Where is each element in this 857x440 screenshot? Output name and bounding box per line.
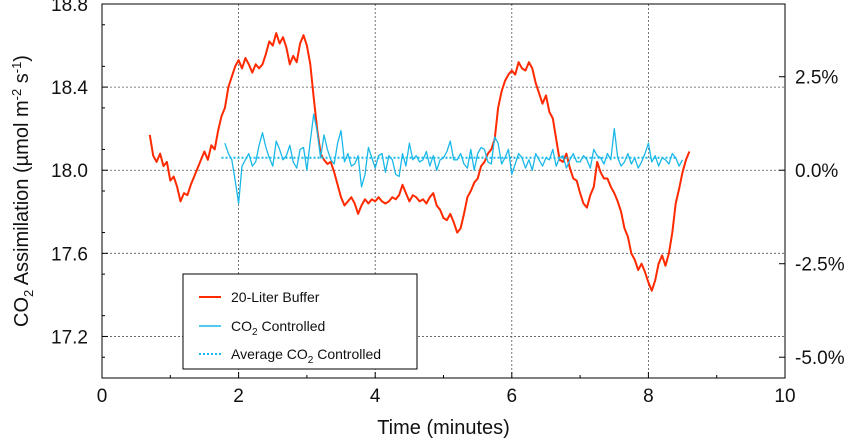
x-tick-label: 6	[507, 386, 518, 407]
x-axis-title: Time (minutes)	[377, 417, 510, 439]
x-tick-label: 4	[370, 386, 381, 407]
x-tick-label: 0	[97, 386, 108, 407]
x-tick-label: 10	[774, 386, 795, 407]
y2-tick-label: -5.0%	[795, 348, 845, 369]
legend: 20-Liter Buffer CO2 Controlled Average C…	[182, 273, 418, 370]
series-line-buffer	[148, 32, 691, 292]
legend-label-buffer: 20-Liter Buffer	[231, 289, 320, 305]
y2-tick-label: -2.5%	[795, 255, 845, 276]
y-tick-label: 18.0	[51, 161, 88, 182]
legend-box	[182, 273, 418, 370]
y-tick-label: 18.8	[51, 0, 88, 16]
y2-tick-label: 0.0%	[795, 161, 838, 182]
legend-label-average-co2-controlled: Average CO2 Controlled	[231, 346, 381, 366]
y-axis-title: CO2 Assimilation (µmol m-2 s-1)	[9, 55, 36, 327]
y2-tick-label: 2.5%	[795, 68, 838, 89]
plot-area	[148, 32, 691, 292]
x-tick-label: 2	[233, 386, 244, 407]
x-tick-label: 8	[643, 386, 654, 407]
y-tick-label: 17.2	[51, 327, 88, 348]
axes: 024681017.217.618.018.418.85.0%2.5%0.0%-…	[51, 0, 845, 407]
y-tick-label: 18.4	[51, 78, 88, 99]
legend-label-co2-controlled: CO2 Controlled	[231, 318, 325, 338]
y-tick-label: 17.6	[51, 244, 88, 265]
